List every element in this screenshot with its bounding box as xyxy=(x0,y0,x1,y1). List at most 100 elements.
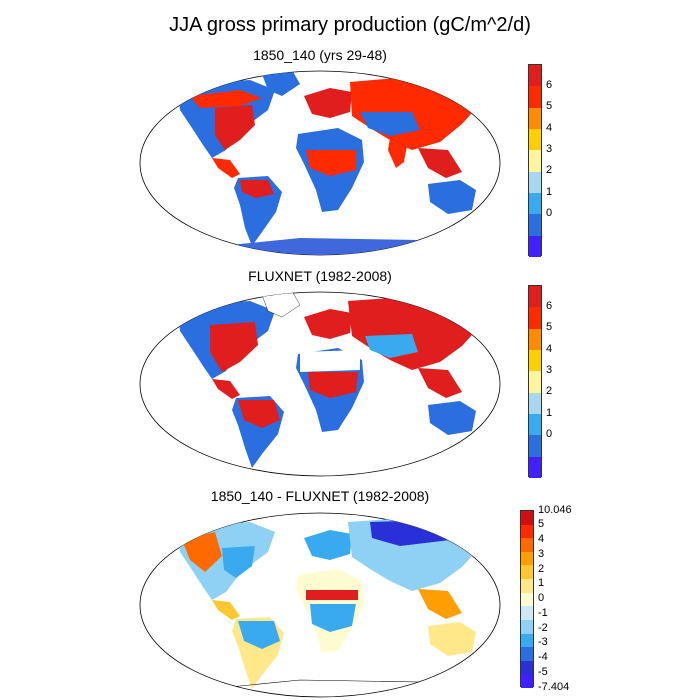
colorbar-3-tick-label: -3 xyxy=(538,636,548,649)
colorbar-3-segment xyxy=(521,551,533,566)
colorbar-3-tick-label: 1 xyxy=(538,577,545,590)
panel-1-title: 1850_140 (yrs 29-48) xyxy=(253,47,387,63)
colorbar-3-tick-label: -4 xyxy=(538,651,548,663)
colorbar-2-segment xyxy=(529,286,541,308)
map-2-sahara xyxy=(300,350,360,372)
map-3-europe xyxy=(304,530,352,560)
colorbar-1-tick-label: 2 xyxy=(546,164,553,177)
colorbar-3-segment xyxy=(521,579,533,594)
panel-2-title: FLUXNET (1982-2008) xyxy=(248,268,392,284)
map-1-central-america xyxy=(212,158,240,178)
colorbar-2-segment xyxy=(529,328,541,351)
colorbar-1-tick-label: 0 xyxy=(546,206,553,219)
map-1-antarctica xyxy=(180,238,470,255)
map-2-north-america-east xyxy=(210,322,258,372)
colorbar-3-segment xyxy=(521,592,533,607)
colorbar-3-tick-label: 0 xyxy=(538,592,545,604)
colorbar-1-segment xyxy=(529,235,541,258)
map-3-north-america-west xyxy=(182,532,222,572)
map-1-africa-tropics xyxy=(306,150,356,176)
colorbar-1-segment xyxy=(529,150,541,173)
colorbar-2-segment xyxy=(529,392,541,415)
colorbar-3-tick-label: 5 xyxy=(538,518,545,531)
map-3-central-america xyxy=(212,600,240,620)
colorbar-2-segment xyxy=(529,371,541,394)
colorbar-3-segment xyxy=(521,660,533,675)
map-panel-1 xyxy=(139,70,501,256)
colorbar-panel-3: 10.046 5 4 3 2 1 0 -1 -2 -3 -4 -5 -7.404 xyxy=(520,504,594,692)
map-1-north-america-east xyxy=(215,105,255,150)
colorbar-3-tick-label: -7.404 xyxy=(538,680,570,693)
colorbar-2-tick-label: 4 xyxy=(546,342,553,355)
colorbar-panel-2: 6 5 4 3 2 1 0 xyxy=(528,285,602,479)
map-2-central-america xyxy=(212,379,240,399)
colorbar-2-scale xyxy=(528,285,542,479)
colorbar-3-segment xyxy=(521,606,533,621)
colorbar-1-segment xyxy=(529,86,541,109)
map-2-africa-tropics xyxy=(308,372,358,398)
map-panel-3 xyxy=(139,512,501,698)
colorbar-2-tick-label: 3 xyxy=(546,363,553,376)
panel-3-title: 1850_140 - FLUXNET (1982-2008) xyxy=(210,488,430,504)
colorbar-3-tick-label: 10.046 xyxy=(538,503,572,516)
colorbar-2-segment xyxy=(529,435,541,458)
colorbar-panel-1: 6 5 4 3 2 1 0 xyxy=(528,64,602,258)
figure-title: JJA gross primary production (gC/m^2/d) xyxy=(169,14,531,36)
map-3-amazon xyxy=(238,621,280,649)
colorbar-3-tick-label: 4 xyxy=(538,533,545,545)
colorbar-1-segment xyxy=(529,214,541,237)
colorbar-3-tick-label: 2 xyxy=(538,562,545,575)
colorbar-3-segment xyxy=(521,674,533,689)
colorbar-1-segment xyxy=(529,193,541,215)
colorbar-1-tick-label: 3 xyxy=(546,142,553,155)
map-1-india xyxy=(388,138,408,168)
map-1-central-asia xyxy=(360,112,420,136)
map-2-europe xyxy=(304,309,352,339)
map-3-se-asia xyxy=(418,589,462,619)
colorbar-1-segment xyxy=(529,171,541,194)
colorbar-1-tick-label: 5 xyxy=(546,100,553,113)
colorbar-1-scale xyxy=(528,64,542,258)
colorbar-1-segment xyxy=(529,107,541,130)
colorbar-2-tick-label: 0 xyxy=(546,427,553,440)
map-panel-2 xyxy=(139,291,501,477)
map-1-europe xyxy=(304,88,352,118)
colorbar-1-tick-label: 4 xyxy=(546,121,553,134)
colorbar-2-segment xyxy=(529,350,541,372)
colorbar-3-segment xyxy=(521,538,533,553)
map-1-north-america-boreal xyxy=(190,90,262,108)
colorbar-3-segment xyxy=(521,619,533,635)
map-3-australia xyxy=(428,622,476,656)
colorbar-1-segment xyxy=(529,65,541,87)
colorbar-1-segment xyxy=(529,129,541,151)
map-1-amazon xyxy=(240,180,274,198)
colorbar-3-segment xyxy=(521,511,533,526)
colorbar-1-tick-label: 1 xyxy=(546,185,553,198)
colorbar-3-segment xyxy=(521,633,533,648)
colorbar-2-tick-label: 1 xyxy=(546,406,553,419)
map-3-sahel xyxy=(306,590,358,600)
colorbar-2-tick-label: 6 xyxy=(546,299,553,312)
map-2-amazon xyxy=(238,400,280,428)
map-1-australia xyxy=(428,180,476,214)
colorbar-3-tick-label: -2 xyxy=(538,621,548,634)
colorbar-3-segment xyxy=(521,524,533,539)
colorbar-2-tick-label: 5 xyxy=(546,321,553,334)
colorbar-2-segment xyxy=(529,456,541,479)
map-1-greenland xyxy=(262,71,300,96)
map-1-se-asia xyxy=(418,148,462,178)
map-3-africa-tropics xyxy=(310,604,356,632)
colorbar-3-segment xyxy=(521,647,533,662)
map-2-se-asia xyxy=(418,368,462,398)
colorbar-2-tick-label: 2 xyxy=(546,385,553,398)
map-2-australia xyxy=(428,401,476,435)
colorbar-2-segment xyxy=(529,307,541,330)
colorbar-1-tick-label: 6 xyxy=(546,78,553,91)
map-2-central-asia xyxy=(365,334,418,358)
colorbar-3-segment xyxy=(521,565,533,580)
map-3-north-america-east xyxy=(222,546,255,578)
colorbar-2-segment xyxy=(529,414,541,436)
map-2-greenland xyxy=(261,292,301,318)
colorbar-3-scale xyxy=(520,510,534,689)
